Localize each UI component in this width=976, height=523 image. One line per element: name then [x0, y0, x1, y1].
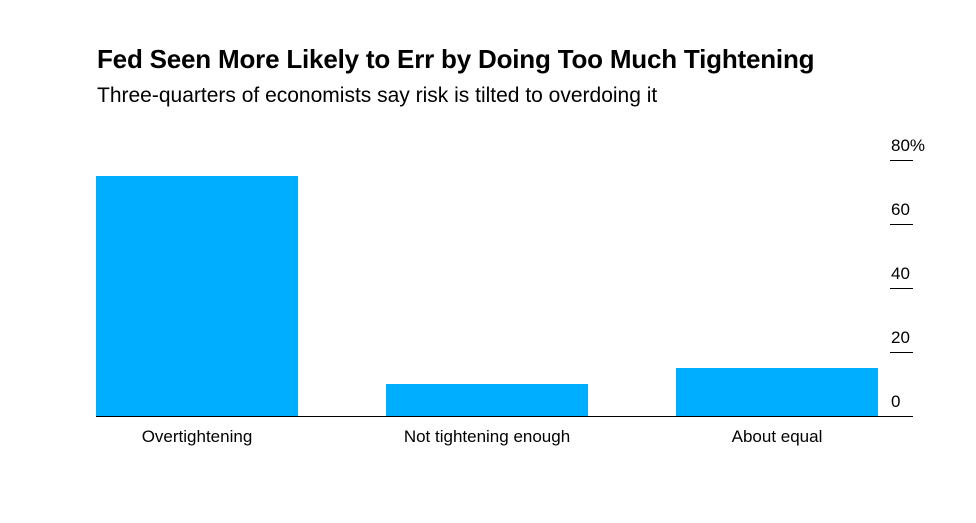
y-tick-label: 60 — [891, 200, 910, 219]
y-tick-label: 0 — [891, 392, 900, 411]
chart-title: Fed Seen More Likely to Err by Doing Too… — [97, 44, 815, 74]
bar-overtightening — [96, 176, 298, 416]
bar-about-equal — [676, 368, 878, 416]
x-tick-label: Not tightening enough — [404, 427, 570, 446]
chart-subtitle: Three-quarters of economists say risk is… — [97, 84, 658, 107]
x-tick-label: Overtightening — [142, 427, 253, 446]
y-tick-label: 80% — [891, 136, 925, 155]
x-tick-label: About equal — [732, 427, 823, 446]
y-tick-label: 40 — [891, 264, 910, 283]
y-tick-label: 20 — [891, 328, 910, 347]
y-axis: 0 20 40 60 80% — [890, 136, 925, 411]
bars-group — [96, 176, 878, 416]
x-axis-labels: Overtightening Not tightening enough About… — [142, 427, 823, 446]
bar-not-tightening-enough — [386, 384, 588, 416]
